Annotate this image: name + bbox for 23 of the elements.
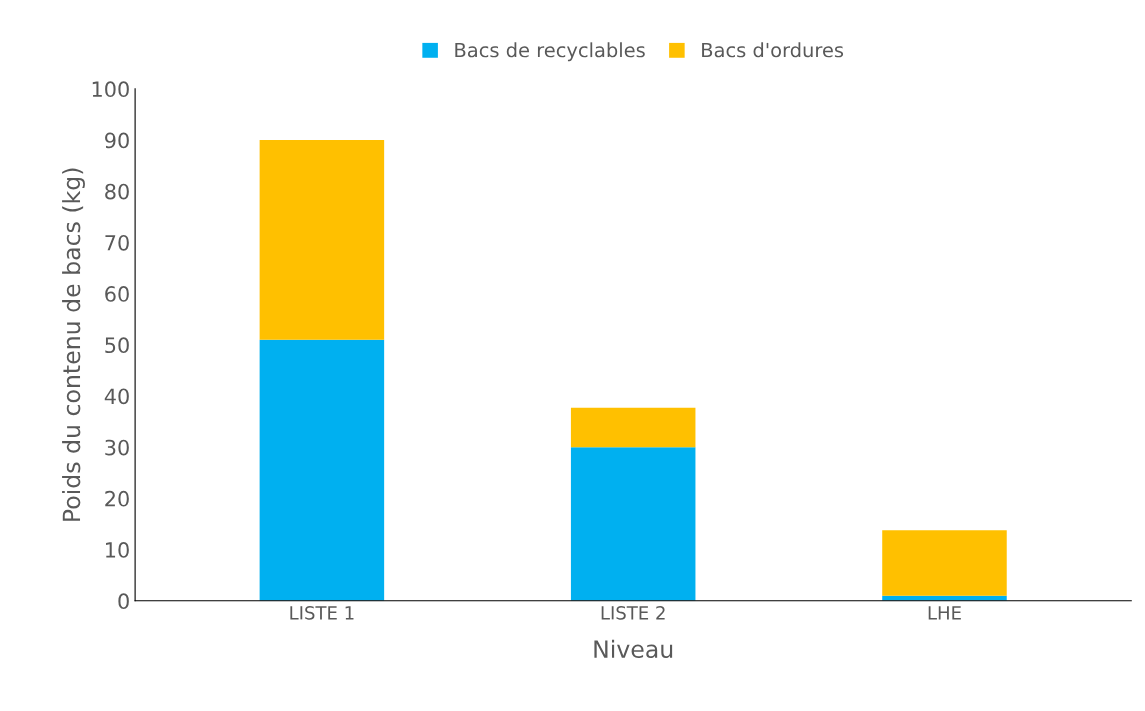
y-tick-label: 60: [105, 286, 129, 302]
y-tick-label: 30: [105, 439, 129, 456]
y-tick-label: 100: [92, 81, 129, 98]
x-tick-label: LHE: [928, 606, 961, 620]
y-tick-label: 10: [106, 542, 129, 558]
bar: [259, 339, 385, 601]
y-axis-title: Poids du contenu de bacs (kg): [62, 168, 85, 521]
y-tick-label: 80: [105, 183, 129, 200]
x-tick-label: LISTE 1: [290, 605, 354, 620]
bar: [882, 530, 1007, 596]
legend-label: Bacs d'ordures: [702, 42, 844, 58]
bar: [570, 447, 696, 601]
y-tick-label: 20: [105, 490, 129, 507]
y-tick-label: 40: [104, 388, 129, 405]
bar: [570, 407, 696, 448]
bar: [259, 140, 385, 340]
y-tick-label: 50: [105, 337, 129, 354]
x-tick-label: LISTE 2: [601, 605, 665, 620]
legend-label: Bacs de recyclables: [455, 42, 645, 62]
y-tick-label: 70: [105, 234, 129, 251]
y-tick-label: 90: [105, 132, 129, 149]
y-tick-label: 0: [118, 593, 129, 610]
x-axis-title: Niveau: [594, 639, 673, 659]
